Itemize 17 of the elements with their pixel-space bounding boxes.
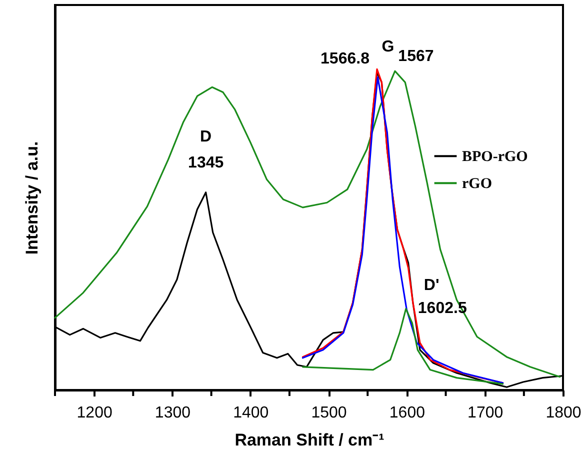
y-axis-title: Intensity / a.u.	[22, 141, 42, 255]
annotation: 1567	[398, 48, 434, 66]
annotation: 1345	[188, 154, 224, 172]
x-tick-label: 1800	[546, 404, 582, 422]
x-axis-title: Raman Shift / cm⁻¹	[234, 430, 385, 450]
annotation: G	[382, 38, 394, 56]
annotation: D	[200, 128, 212, 146]
legend-label: rGO	[462, 176, 492, 192]
legend-label: BPO-rGO	[462, 149, 528, 166]
x-tick-label: 1500	[311, 404, 347, 422]
x-tick-label: 1700	[468, 404, 504, 422]
x-tick-label: 1300	[154, 404, 191, 422]
annotation: D'	[424, 276, 440, 294]
x-tick-label: 1600	[389, 404, 426, 422]
x-tick-label: 1200	[76, 404, 112, 422]
annotation: 1566.8	[320, 50, 370, 68]
x-tick-label: 1400	[233, 404, 269, 422]
